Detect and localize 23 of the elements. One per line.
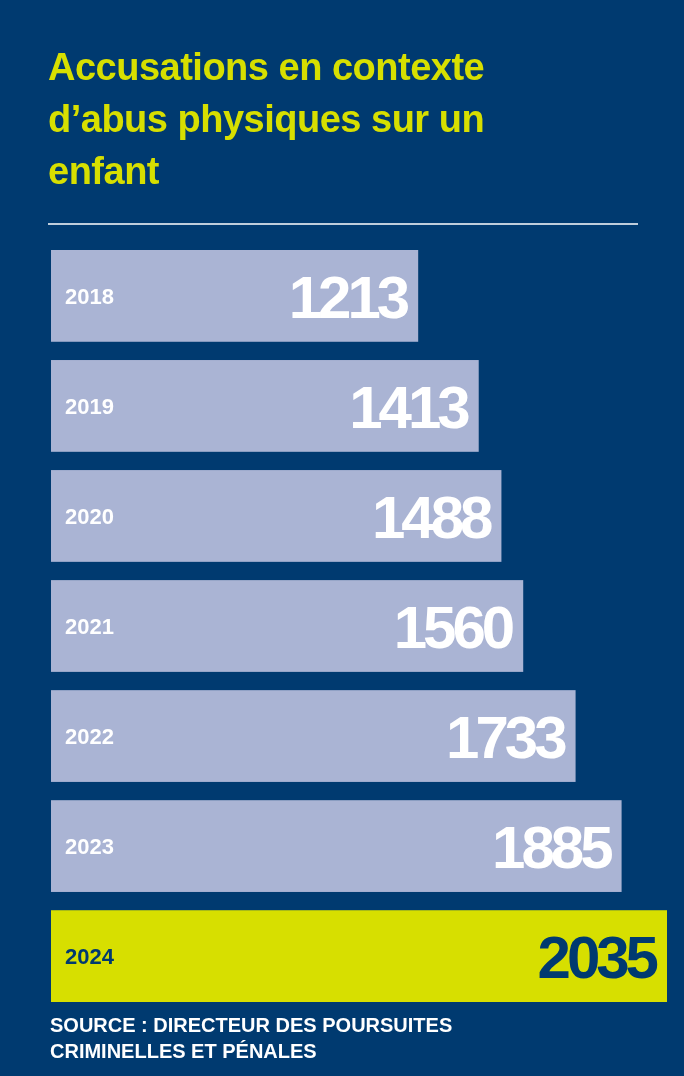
y-tick-label: 2024 [65,944,115,970]
data-label: 1213 [288,263,409,331]
chart-title: Accusations en contexte d’abus physiques sur un enfant [48,46,485,192]
y-tick-label: 2023 [65,834,114,860]
y-tick-label: 2020 [65,503,114,529]
bar [51,910,667,1002]
y-tick-label: 2018 [65,283,114,309]
data-label: 1733 [446,704,567,772]
bar [51,360,479,452]
bar [51,250,419,342]
bar [51,800,622,892]
data-label: 1413 [349,373,470,441]
data-label: 1488 [371,483,493,551]
y-tick-label: 2019 [65,393,114,419]
data-label: 1885 [492,814,613,882]
source-note: SOURCE : DIRECTEUR DES POURSUITES CRIMINELLES ET PÉNALES [50,1014,453,1062]
y-tick-label: 2022 [65,724,114,750]
y-tick-label: 2021 [65,614,114,639]
bar [51,690,576,782]
bar [51,470,502,562]
data-label: 2035 [537,924,658,992]
data-label: 1560 [393,594,513,661]
bar [51,580,524,672]
